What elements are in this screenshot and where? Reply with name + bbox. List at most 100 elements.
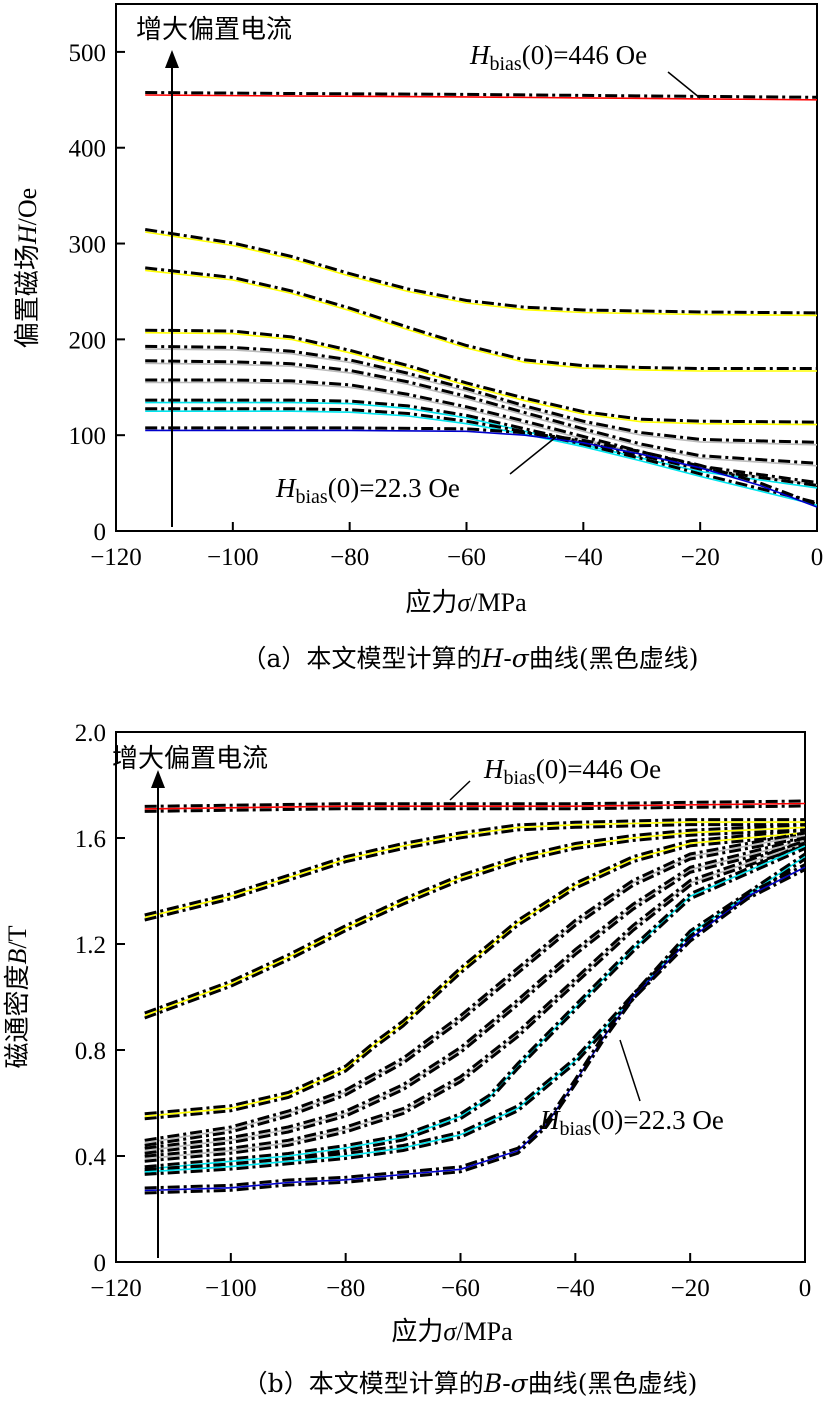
x-tick-label: 0 xyxy=(811,544,824,571)
series-model-dashed-line xyxy=(144,847,806,1174)
annotation-bottom-leader xyxy=(619,1039,641,1102)
series-colored-line xyxy=(145,94,818,101)
panel-b-xlabel: 应力σ/MPa xyxy=(391,1317,513,1346)
series-model-dashed-line xyxy=(144,799,806,808)
series-model-dashed-line xyxy=(145,398,818,487)
x-tick-label: −80 xyxy=(326,1275,365,1302)
annotation-bottom-leader xyxy=(509,436,557,475)
y-tick-label: 0 xyxy=(94,519,107,546)
panel-a-series xyxy=(144,91,818,508)
x-tick-label: −80 xyxy=(330,544,369,571)
y-tick-label: 0.4 xyxy=(75,1144,107,1171)
y-tick-label: 200 xyxy=(69,327,107,354)
annotation-top-leader xyxy=(449,780,471,801)
series-colored-line xyxy=(144,821,805,919)
series-model-dashed-line xyxy=(144,823,805,922)
series-colored-line xyxy=(145,362,818,467)
x-tick-label: −60 xyxy=(441,1275,480,1302)
panel-a-frame xyxy=(115,3,818,532)
y-tick-label: 300 xyxy=(69,232,107,259)
annotation-top-leader xyxy=(667,71,701,99)
panel-b: −120 −100 −80 −60 −40 −20 0 0 0.4 0.8 1.2 1.6 2.0 磁通… xyxy=(3,720,811,1398)
series-model-dashed-line xyxy=(144,836,806,1147)
series-model-dashed-line xyxy=(145,426,818,506)
panel-b-ticks: −120 −100 −80 −60 −40 −20 0 0 0.4 0.8 1.2 1.6 2.0 xyxy=(75,720,812,1302)
series-model-dashed-line xyxy=(144,818,805,917)
x-tick-label: −100 xyxy=(207,544,259,571)
series-colored-line xyxy=(145,348,818,446)
x-tick-label: −20 xyxy=(671,1275,710,1302)
y-tick-label: 1.6 xyxy=(75,826,106,853)
y-tick-label: 500 xyxy=(69,40,107,67)
series-colored-line xyxy=(145,410,818,506)
panel-a-ylabel: 偏置磁场H/Oe xyxy=(13,188,42,348)
y-tick-label: 0 xyxy=(94,1250,107,1277)
series-model-dashed-line xyxy=(144,839,806,1158)
series-model-dashed-line xyxy=(144,863,806,1190)
x-tick-label: −40 xyxy=(564,544,603,571)
panel-b-arrow-label: 增大偏置电流 xyxy=(112,744,268,774)
series-model-dashed-line xyxy=(144,833,806,1121)
series-model-dashed-line xyxy=(144,828,806,1020)
panel-b-ylabel: 磁通密度B/T xyxy=(3,925,32,1068)
series-model-dashed-line xyxy=(145,407,818,505)
series-colored-line xyxy=(145,269,817,372)
series-model-dashed-line xyxy=(144,831,806,1142)
series-model-dashed-line xyxy=(144,842,806,1169)
series-model-dashed-line xyxy=(145,359,818,465)
increase-arrow-head xyxy=(151,770,165,788)
panel-a-arrow-label: 增大偏置电流 xyxy=(136,15,292,45)
y-tick-label: 400 xyxy=(69,136,107,163)
series-model-dashed-line xyxy=(144,868,806,1195)
series-colored-line xyxy=(145,231,818,317)
x-tick-label: −40 xyxy=(556,1275,595,1302)
series-model-dashed-line xyxy=(145,344,818,444)
panel-b-caption: （b）本文模型计算的B-σ曲线(黑色虚线) xyxy=(243,1369,698,1398)
y-tick-label: 1.2 xyxy=(75,932,106,959)
series-colored-line xyxy=(144,845,806,1171)
series-model-dashed-line xyxy=(145,378,818,484)
series-model-dashed-line xyxy=(144,836,806,1150)
series-model-dashed-line xyxy=(144,841,806,1155)
series-colored-line xyxy=(144,839,806,1152)
series-colored-line xyxy=(144,842,806,1160)
panel-a: −120 −100 −80 −60 −40 −20 0 0 100 200 300 400 500 偏置… xyxy=(13,3,824,673)
series-colored-line xyxy=(144,831,806,1118)
series-colored-line xyxy=(144,866,806,1192)
x-tick-label: −120 xyxy=(90,1275,142,1302)
panel-a-annotation-top: Hbias(0)=446 Oe xyxy=(469,40,647,75)
series-model-dashed-line xyxy=(144,844,806,1163)
increase-arrow-head xyxy=(165,50,179,68)
series-colored-line xyxy=(144,855,806,1173)
panel-b-annotation-bottom: Hbias(0)=22.3 Oe xyxy=(539,1105,724,1140)
series-colored-line xyxy=(144,802,806,810)
x-tick-label: 0 xyxy=(799,1275,812,1302)
series-model-dashed-line xyxy=(145,266,817,370)
panel-b-annotation-top: Hbias(0)=446 Oe xyxy=(483,754,661,789)
series-model-dashed-line xyxy=(145,328,818,424)
series-colored-line xyxy=(145,331,818,426)
series-model-dashed-line xyxy=(144,804,806,813)
series-colored-line xyxy=(145,401,818,489)
x-tick-label: −20 xyxy=(681,544,720,571)
panel-a-annotation-bottom: Hbias(0)=22.3 Oe xyxy=(275,473,460,508)
panel-a-ticks: −120 −100 −80 −60 −40 −20 0 0 100 200 300 400 500 xyxy=(69,40,824,571)
panel-b-annotations xyxy=(151,770,641,1258)
series-colored-line xyxy=(144,834,806,1144)
x-tick-label: −100 xyxy=(205,1275,257,1302)
x-tick-label: −60 xyxy=(447,544,486,571)
series-model-dashed-line xyxy=(144,228,818,315)
y-tick-label: 100 xyxy=(69,423,107,450)
y-tick-label: 0.8 xyxy=(75,1038,106,1065)
series-model-dashed-line xyxy=(145,91,818,99)
panel-b-series xyxy=(144,799,806,1195)
panel-a-xlabel: 应力σ/MPa xyxy=(405,588,527,617)
y-tick-label: 2.0 xyxy=(75,720,106,747)
series-model-dashed-line xyxy=(144,828,806,1116)
series-colored-line xyxy=(144,826,806,1017)
panel-a-annotations xyxy=(165,50,701,527)
x-tick-label: −120 xyxy=(90,544,142,571)
panel-a-caption: （a）本文模型计算的H-σ曲线(黑色虚线) xyxy=(241,644,698,673)
series-model-dashed-line xyxy=(144,823,806,1015)
